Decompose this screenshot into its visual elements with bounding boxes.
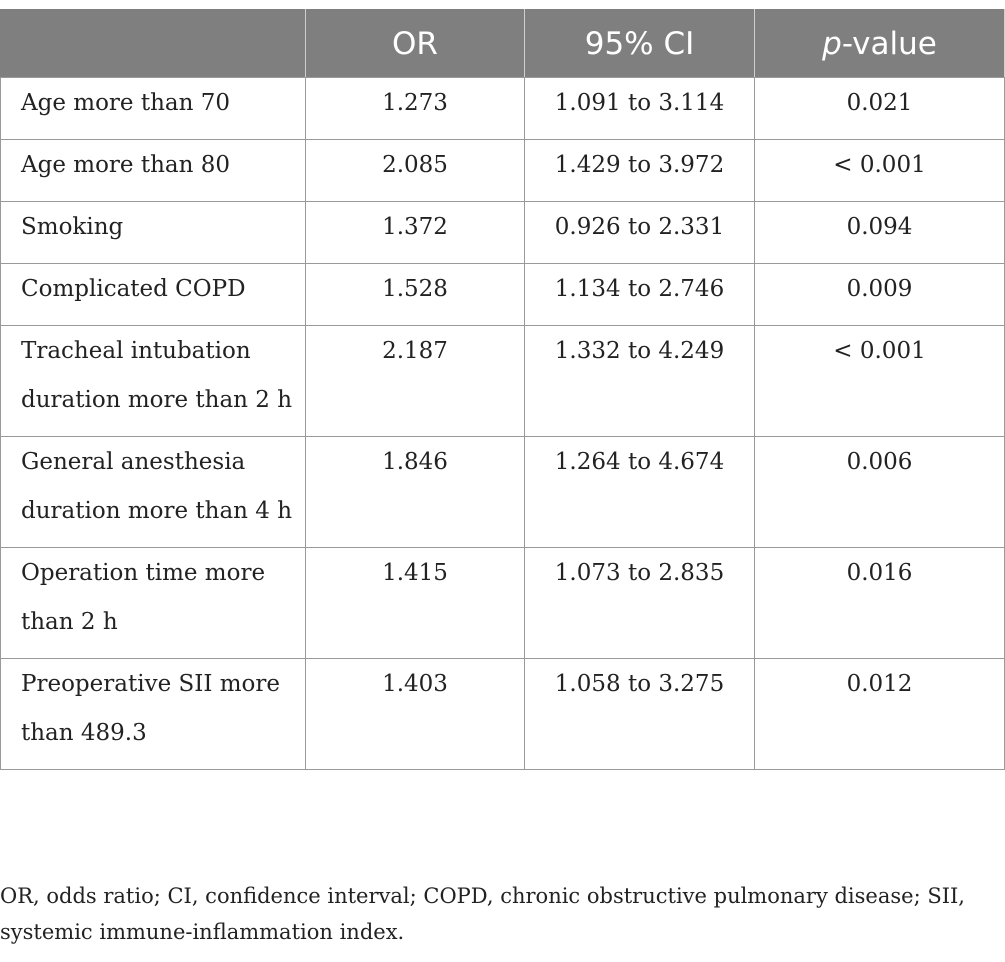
table-footnote: OR, odds ratio; CI, confidence interval;…: [0, 884, 965, 944]
row-or: 1.273: [305, 77, 525, 140]
row-label: Age more than 80: [0, 139, 306, 202]
row-or: 2.187: [305, 325, 525, 437]
row-ci: 1.134 to 2.746: [524, 263, 755, 326]
row-ci: 1.264 to 4.674: [524, 436, 755, 548]
row-ci: 1.073 to 2.835: [524, 547, 755, 659]
table-row: Tracheal intubation duration more than 2…: [0, 325, 1005, 437]
row-p: 0.012: [754, 658, 1005, 770]
row-label: Preoperative SII more than 489.3: [0, 658, 306, 770]
row-ci: 1.058 to 3.275: [524, 658, 755, 770]
row-or: 2.085: [305, 139, 525, 202]
header-or: OR: [305, 9, 525, 78]
table-row: Age more than 70 1.273 1.091 to 3.114 0.…: [0, 77, 1005, 140]
header-p-rest: -value: [841, 25, 937, 62]
row-ci: 1.332 to 4.249: [524, 325, 755, 437]
header-variable: [0, 9, 306, 78]
row-label: Tracheal intubation duration more than 2…: [0, 325, 306, 437]
row-label: Operation time more than 2 h: [0, 547, 306, 659]
row-p: < 0.001: [754, 139, 1005, 202]
row-p: 0.009: [754, 263, 1005, 326]
table-row: Complicated COPD 1.528 1.134 to 2.746 0.…: [0, 263, 1005, 326]
table-row: General anesthesia duration more than 4 …: [0, 436, 1005, 548]
row-label: Complicated COPD: [0, 263, 306, 326]
row-label: General anesthesia duration more than 4 …: [0, 436, 306, 548]
header-row: OR 95% CI p-value: [0, 9, 1005, 78]
row-ci: 1.429 to 3.972: [524, 139, 755, 202]
row-or: 1.528: [305, 263, 525, 326]
row-p: < 0.001: [754, 325, 1005, 437]
row-label: Smoking: [0, 201, 306, 264]
row-or: 1.372: [305, 201, 525, 264]
table-body: Age more than 70 1.273 1.091 to 3.114 0.…: [0, 77, 1005, 770]
row-p: 0.006: [754, 436, 1005, 548]
header-p-value: p-value: [754, 9, 1005, 78]
table-row: Smoking 1.372 0.926 to 2.331 0.094: [0, 201, 1005, 264]
row-or: 1.403: [305, 658, 525, 770]
table-row: Preoperative SII more than 489.3 1.403 1…: [0, 658, 1005, 770]
row-p: 0.016: [754, 547, 1005, 659]
table-header: OR 95% CI p-value: [0, 9, 1005, 78]
row-ci: 1.091 to 3.114: [524, 77, 755, 140]
row-p: 0.094: [754, 201, 1005, 264]
header-p-italic: p: [822, 25, 842, 62]
table-row: Age more than 80 2.085 1.429 to 3.972 < …: [0, 139, 1005, 202]
odds-ratio-table: OR 95% CI p-value Age more than 70 1.273…: [0, 9, 1005, 770]
header-ci: 95% CI: [524, 9, 755, 78]
table-row: Operation time more than 2 h 1.415 1.073…: [0, 547, 1005, 659]
row-p: 0.021: [754, 77, 1005, 140]
row-or: 1.846: [305, 436, 525, 548]
row-label: Age more than 70: [0, 77, 306, 140]
row-or: 1.415: [305, 547, 525, 659]
row-ci: 0.926 to 2.331: [524, 201, 755, 264]
